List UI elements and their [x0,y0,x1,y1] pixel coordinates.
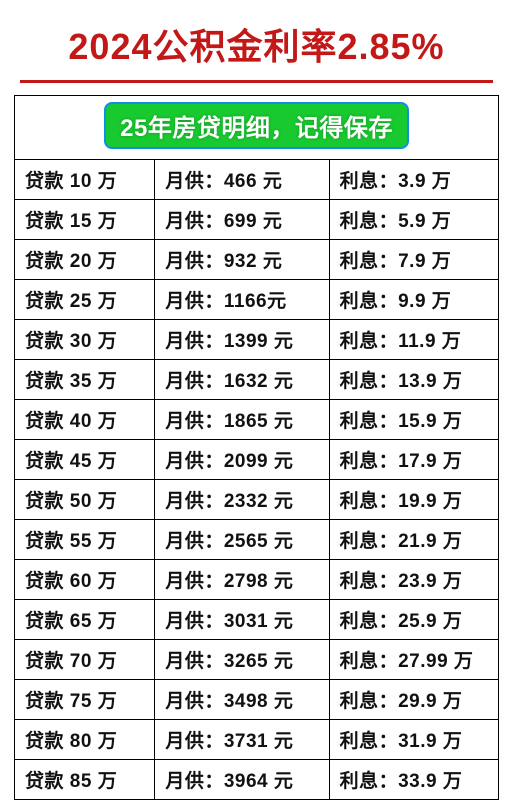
interest-cell: 利息：29.9 万 [329,680,498,720]
interest-cell: 利息：13.9 万 [329,360,498,400]
interest-cell: 利息：11.9 万 [329,320,498,360]
interest-cell: 利息：7.9 万 [329,240,498,280]
loan-cell: 贷款 35 万 [15,360,155,400]
table-row: 贷款 50 万月供：2332 元利息：19.9 万 [15,480,499,520]
table-row: 贷款 20 万月供：932 元利息：7.9 万 [15,240,499,280]
loan-cell: 贷款 60 万 [15,560,155,600]
loan-cell: 贷款 55 万 [15,520,155,560]
payment-cell: 月供：466 元 [155,160,329,200]
interest-cell: 利息：3.9 万 [329,160,498,200]
loan-cell: 贷款 50 万 [15,480,155,520]
interest-cell: 利息：17.9 万 [329,440,498,480]
loan-cell: 贷款 80 万 [15,720,155,760]
table-header-row: 25年房贷明细，记得保存 [15,96,499,160]
payment-cell: 月供：1166元 [155,280,329,320]
loan-cell: 贷款 40 万 [15,400,155,440]
payment-cell: 月供：2798 元 [155,560,329,600]
table-row: 贷款 65 万月供：3031 元利息：25.9 万 [15,600,499,640]
payment-cell: 月供：3731 元 [155,720,329,760]
table-row: 贷款 85 万月供：3964 元利息：33.9 万 [15,760,499,800]
payment-cell: 月供：1865 元 [155,400,329,440]
interest-cell: 利息：27.99 万 [329,640,498,680]
table-row: 贷款 75 万月供：3498 元利息：29.9 万 [15,680,499,720]
table-row: 贷款 80 万月供：3731 元利息：31.9 万 [15,720,499,760]
loan-cell: 贷款 30 万 [15,320,155,360]
payment-cell: 月供：932 元 [155,240,329,280]
table-row: 贷款 10 万月供：466 元利息：3.9 万 [15,160,499,200]
payment-cell: 月供：1399 元 [155,320,329,360]
table-wrap: 25年房贷明细，记得保存 贷款 10 万月供：466 元利息：3.9 万贷款 1… [14,95,499,800]
payment-cell: 月供：3265 元 [155,640,329,680]
payment-cell: 月供：3498 元 [155,680,329,720]
loan-cell: 贷款 10 万 [15,160,155,200]
payment-cell: 月供：1632 元 [155,360,329,400]
loan-cell: 贷款 45 万 [15,440,155,480]
page-container: 2024公积金利率2.85% 25年房贷明细，记得保存 贷款 10 万月供：46… [0,0,513,800]
interest-cell: 利息：21.9 万 [329,520,498,560]
page-title: 2024公积金利率2.85% [0,0,513,80]
loan-cell: 贷款 85 万 [15,760,155,800]
interest-cell: 利息：25.9 万 [329,600,498,640]
interest-cell: 利息：23.9 万 [329,560,498,600]
interest-cell: 利息：9.9 万 [329,280,498,320]
table-row: 贷款 15 万月供：699 元利息：5.9 万 [15,200,499,240]
loan-cell: 贷款 65 万 [15,600,155,640]
subtitle-cell: 25年房贷明细，记得保存 [15,96,499,160]
payment-cell: 月供：3031 元 [155,600,329,640]
interest-cell: 利息：19.9 万 [329,480,498,520]
payment-cell: 月供：699 元 [155,200,329,240]
table-row: 贷款 45 万月供：2099 元利息：17.9 万 [15,440,499,480]
table-row: 贷款 30 万月供：1399 元利息：11.9 万 [15,320,499,360]
payment-cell: 月供：3964 元 [155,760,329,800]
table-row: 贷款 25 万月供：1166元利息：9.9 万 [15,280,499,320]
table-row: 贷款 60 万月供：2798 元利息：23.9 万 [15,560,499,600]
subtitle-row: 25年房贷明细，记得保存 [15,96,498,159]
loan-cell: 贷款 15 万 [15,200,155,240]
table-row: 贷款 55 万月供：2565 元利息：21.9 万 [15,520,499,560]
loan-cell: 贷款 20 万 [15,240,155,280]
interest-cell: 利息：31.9 万 [329,720,498,760]
loan-cell: 贷款 70 万 [15,640,155,680]
loan-cell: 贷款 25 万 [15,280,155,320]
payment-cell: 月供：2565 元 [155,520,329,560]
loan-table: 25年房贷明细，记得保存 贷款 10 万月供：466 元利息：3.9 万贷款 1… [14,95,499,800]
loan-cell: 贷款 75 万 [15,680,155,720]
interest-cell: 利息：33.9 万 [329,760,498,800]
interest-cell: 利息：5.9 万 [329,200,498,240]
table-row: 贷款 70 万月供：3265 元利息：27.99 万 [15,640,499,680]
title-divider [20,80,493,83]
table-row: 贷款 35 万月供：1632 元利息：13.9 万 [15,360,499,400]
interest-cell: 利息：15.9 万 [329,400,498,440]
subtitle-pill: 25年房贷明细，记得保存 [104,102,409,149]
payment-cell: 月供：2099 元 [155,440,329,480]
payment-cell: 月供：2332 元 [155,480,329,520]
table-row: 贷款 40 万月供：1865 元利息：15.9 万 [15,400,499,440]
